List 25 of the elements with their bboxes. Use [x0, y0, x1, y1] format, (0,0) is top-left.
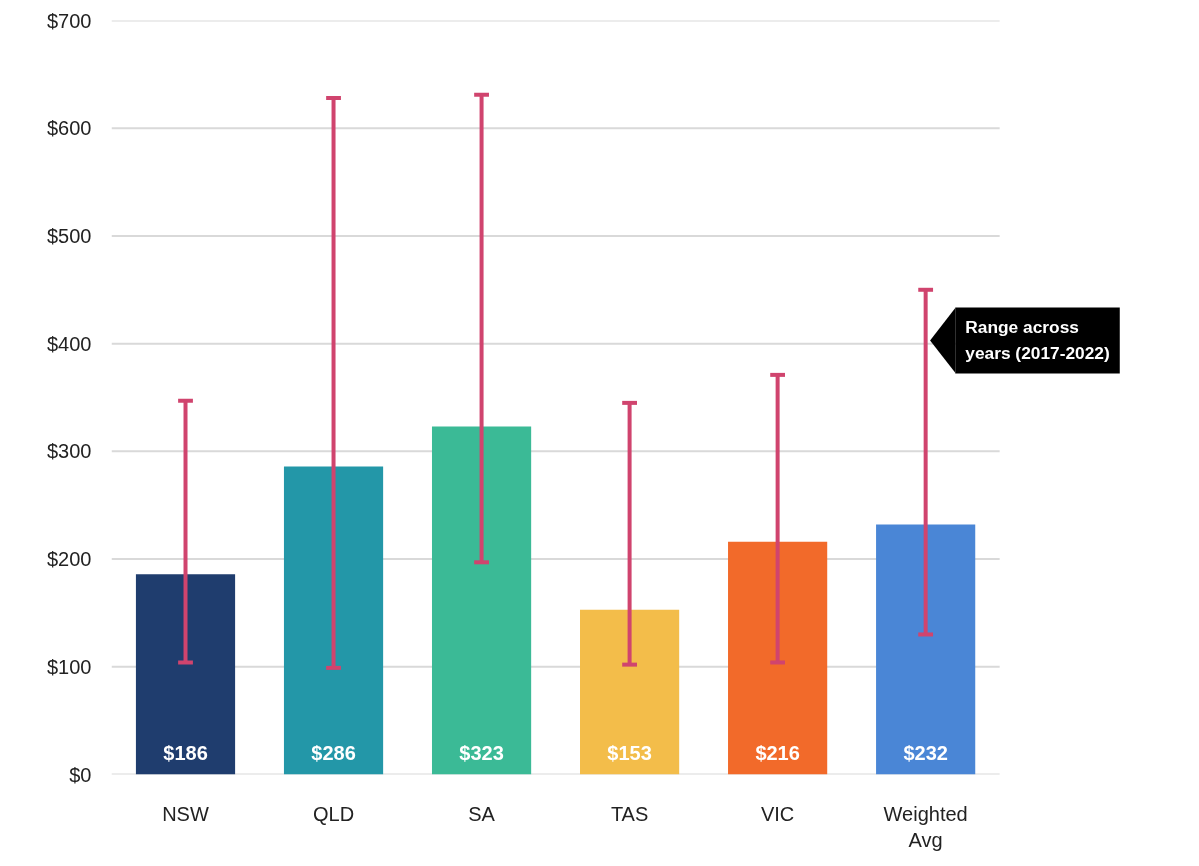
bar	[876, 524, 976, 775]
y-tick-label: $500	[47, 224, 92, 247]
y-tick-label: $0	[69, 763, 92, 786]
x-tick-label: VIC	[760, 802, 795, 825]
x-tick-label: QLD	[312, 802, 355, 825]
y-tick-label: $700	[47, 9, 92, 32]
data-label: $186	[163, 741, 208, 764]
bar	[431, 426, 532, 775]
data-label: $323	[459, 741, 504, 764]
bar	[580, 609, 680, 775]
bar	[135, 574, 236, 775]
data-label: $216	[755, 741, 800, 764]
data-label: $153	[607, 741, 652, 764]
y-tick-label: $300	[47, 440, 92, 463]
y-tick-label: $200	[47, 548, 92, 571]
data-label: $232	[903, 741, 948, 764]
x-tick-label: SA	[468, 802, 496, 825]
annotation: Range across years (2017-2022)	[965, 317, 1110, 364]
y-tick-label: $400	[47, 332, 92, 355]
x-tick-label: TAS	[610, 802, 649, 825]
x-tick-label: Weighted Avg	[883, 802, 968, 851]
y-tick-label: $600	[47, 117, 92, 140]
data-label: $286	[311, 741, 356, 764]
x-tick-label: NSW	[162, 802, 209, 825]
y-tick-label: $100	[47, 655, 92, 678]
